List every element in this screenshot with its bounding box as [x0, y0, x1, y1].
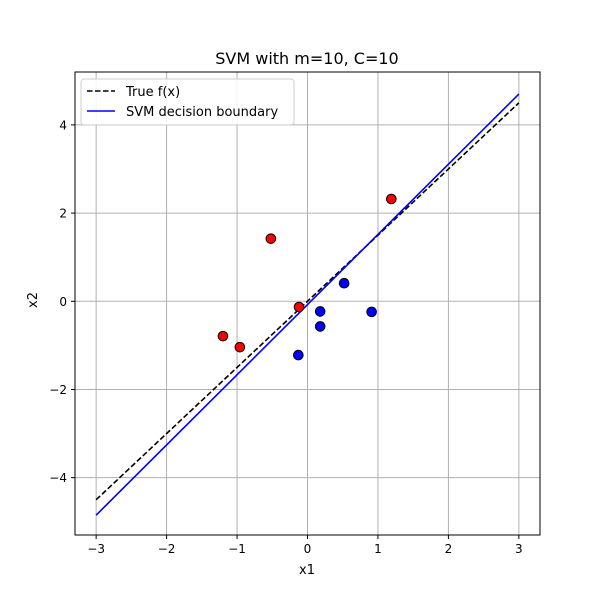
svm-decision-boundary-line — [95, 93, 520, 516]
x-axis-label: x1 — [299, 563, 315, 578]
red-point — [265, 233, 277, 244]
y-axis-label: x2 — [26, 292, 41, 308]
y-tick-label: −4 — [49, 471, 67, 485]
x-tick-label: 2 — [445, 542, 453, 556]
blue-point — [338, 277, 350, 289]
true-fx-line — [95, 102, 520, 501]
red-point — [293, 301, 305, 313]
y-tick-label: 4 — [59, 118, 67, 132]
chart-title: SVM with m=10, C=10 — [215, 49, 398, 68]
series — [95, 93, 520, 516]
x-tick-label: 0 — [304, 542, 312, 556]
x-tick-label: 1 — [374, 542, 382, 556]
ticks: −3 −2 −1 0 1 2 3 −4 −2 0 2 4 — [49, 118, 522, 556]
legend: True f(x) SVM decision boundary — [80, 78, 295, 126]
red-point — [386, 193, 397, 205]
legend-true-label: True f(x) — [125, 85, 180, 100]
points — [217, 193, 397, 361]
blue-point — [293, 349, 304, 361]
red-point — [217, 330, 229, 342]
x-tick-label: −2 — [158, 542, 176, 556]
y-tick-label: −2 — [49, 383, 67, 397]
x-tick-label: −1 — [228, 542, 246, 556]
x-tick-label: −3 — [87, 542, 105, 556]
blue-point — [366, 306, 377, 318]
y-tick-label: 2 — [59, 207, 67, 221]
legend-box — [80, 78, 295, 126]
x-tick-label: 3 — [515, 542, 523, 556]
legend-svm-label: SVM decision boundary — [126, 105, 278, 120]
red-point — [234, 341, 246, 353]
blue-point — [314, 306, 326, 317]
y-tick-label: 0 — [59, 295, 67, 309]
blue-point — [314, 321, 326, 332]
